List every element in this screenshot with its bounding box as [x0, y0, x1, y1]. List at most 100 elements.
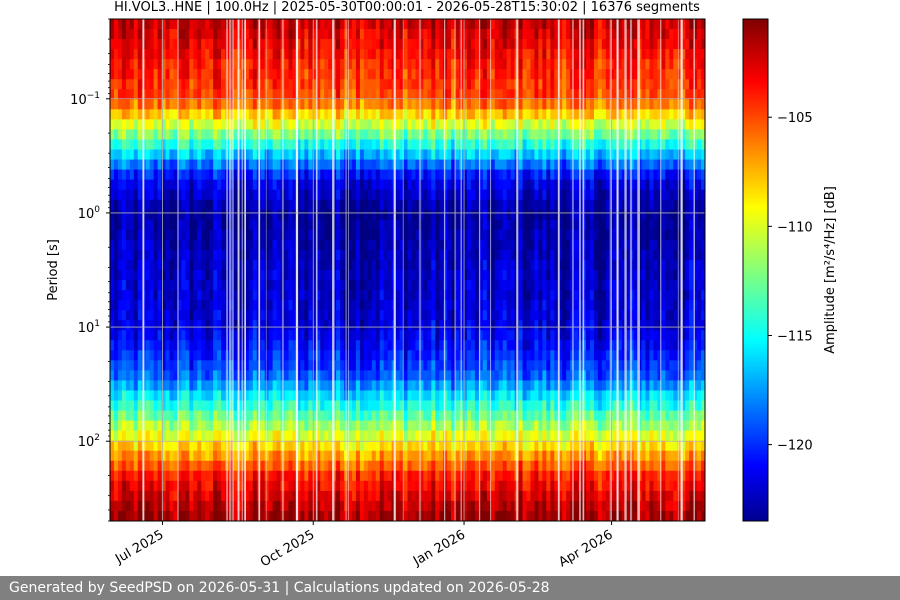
heatmap-cell: [542, 39, 547, 50]
heatmap-cell: [355, 119, 361, 131]
heatmap-cell: [447, 139, 452, 151]
heatmap-cell: [486, 19, 492, 30]
heatmap-cell: [649, 59, 655, 70]
heatmap-cell: [133, 290, 139, 301]
heatmap-cell: [685, 239, 690, 251]
heatmap-cell: [455, 290, 460, 301]
heatmap-cell: [669, 159, 674, 171]
heatmap-cell: [502, 199, 508, 211]
heatmap-cell: [113, 350, 119, 361]
heatmap-cell: [240, 189, 246, 201]
heatmap-cell: [522, 310, 528, 321]
heatmap-cell: [320, 59, 325, 70]
heatmap-cell: [340, 99, 345, 110]
heatmap-cell: [482, 19, 488, 30]
heatmap-cell: [522, 239, 528, 251]
heatmap-cell: [435, 119, 440, 131]
heatmap-cell: [268, 270, 274, 281]
heatmap-cell: [110, 79, 115, 90]
heatmap-cell: [613, 179, 619, 191]
heatmap-cell: [538, 69, 543, 80]
heatmap-cell: [661, 99, 666, 110]
heatmap-cell: [205, 169, 210, 181]
heatmap-cell: [490, 129, 496, 141]
heatmap-cell: [621, 199, 627, 211]
heatmap-cell: [518, 99, 524, 110]
heatmap-cell: [149, 39, 155, 50]
heatmap-cell: [534, 119, 539, 131]
heatmap-cell: [189, 270, 194, 281]
heatmap-cell: [613, 270, 619, 281]
heatmap-cell: [197, 129, 202, 141]
heatmap-cell: [367, 229, 373, 241]
heatmap-cell: [312, 330, 317, 341]
heatmap-cell: [217, 69, 222, 80]
heatmap-cell: [201, 239, 206, 251]
heatmap-cell: [292, 119, 298, 131]
heatmap-cell: [137, 89, 143, 100]
heatmap-cell: [681, 280, 686, 291]
heatmap-cell: [260, 350, 266, 361]
heatmap-cell: [300, 239, 305, 251]
heatmap-cell: [129, 119, 135, 131]
heatmap-cell: [447, 310, 452, 321]
heatmap-cell: [613, 249, 619, 261]
heatmap-cell: [419, 79, 424, 90]
heatmap-cell: [201, 119, 206, 131]
heatmap-cell: [447, 320, 452, 331]
heatmap-cell: [328, 29, 333, 40]
heatmap-cell: [586, 229, 591, 241]
heatmap-cell: [336, 290, 341, 301]
heatmap-cell: [320, 179, 325, 191]
heatmap-cell: [574, 119, 579, 131]
heatmap-cell: [625, 49, 631, 60]
heatmap-cell: [633, 280, 639, 291]
heatmap-cell: [701, 149, 705, 161]
heatmap-cell: [292, 179, 298, 191]
heatmap-cell: [292, 169, 298, 181]
heatmap-cell: [292, 69, 298, 80]
plot-area: [110, 19, 705, 521]
heatmap-cell: [486, 129, 492, 141]
heatmap-cell: [661, 29, 666, 40]
heatmap-cell: [340, 179, 345, 191]
heatmap-cell: [221, 320, 226, 331]
heatmap-cell: [371, 89, 377, 100]
heatmap-cell: [181, 350, 186, 361]
heatmap-cell: [403, 179, 409, 191]
heatmap-cell: [324, 169, 329, 181]
heatmap-cell: [486, 229, 492, 241]
heatmap-cell: [359, 99, 365, 110]
heatmap-cell: [181, 169, 186, 181]
heatmap-cell: [510, 99, 516, 110]
heatmap-cell: [375, 270, 381, 281]
heatmap-cell: [363, 179, 369, 191]
heatmap-cell: [455, 249, 460, 261]
heatmap-cell: [589, 340, 595, 351]
heatmap-cell: [681, 109, 686, 120]
heatmap-cell: [133, 99, 139, 110]
heatmap-cell: [363, 280, 369, 291]
heatmap-cell: [482, 159, 488, 171]
heatmap-cell: [625, 79, 631, 90]
heatmap-cell: [586, 59, 591, 70]
heatmap-cell: [498, 199, 504, 211]
heatmap-cell: [121, 340, 127, 351]
heatmap-cell: [121, 199, 127, 211]
heatmap-cell: [240, 169, 246, 181]
heatmap-cell: [129, 249, 135, 261]
heatmap-cell: [550, 19, 555, 30]
heatmap-cell: [110, 149, 115, 161]
heatmap-cell: [403, 19, 409, 30]
heatmap-cell: [593, 139, 599, 151]
heatmap-cell: [566, 189, 571, 201]
heatmap-cell: [371, 259, 377, 271]
heatmap-cell: [522, 59, 528, 70]
heatmap-cell: [593, 19, 599, 30]
heatmap-cell: [133, 209, 139, 221]
heatmap-cell: [375, 300, 381, 311]
heatmap-cell: [197, 310, 202, 321]
heatmap-cell: [697, 300, 702, 311]
heatmap-cell: [478, 109, 484, 120]
heatmap-cell: [538, 149, 543, 161]
